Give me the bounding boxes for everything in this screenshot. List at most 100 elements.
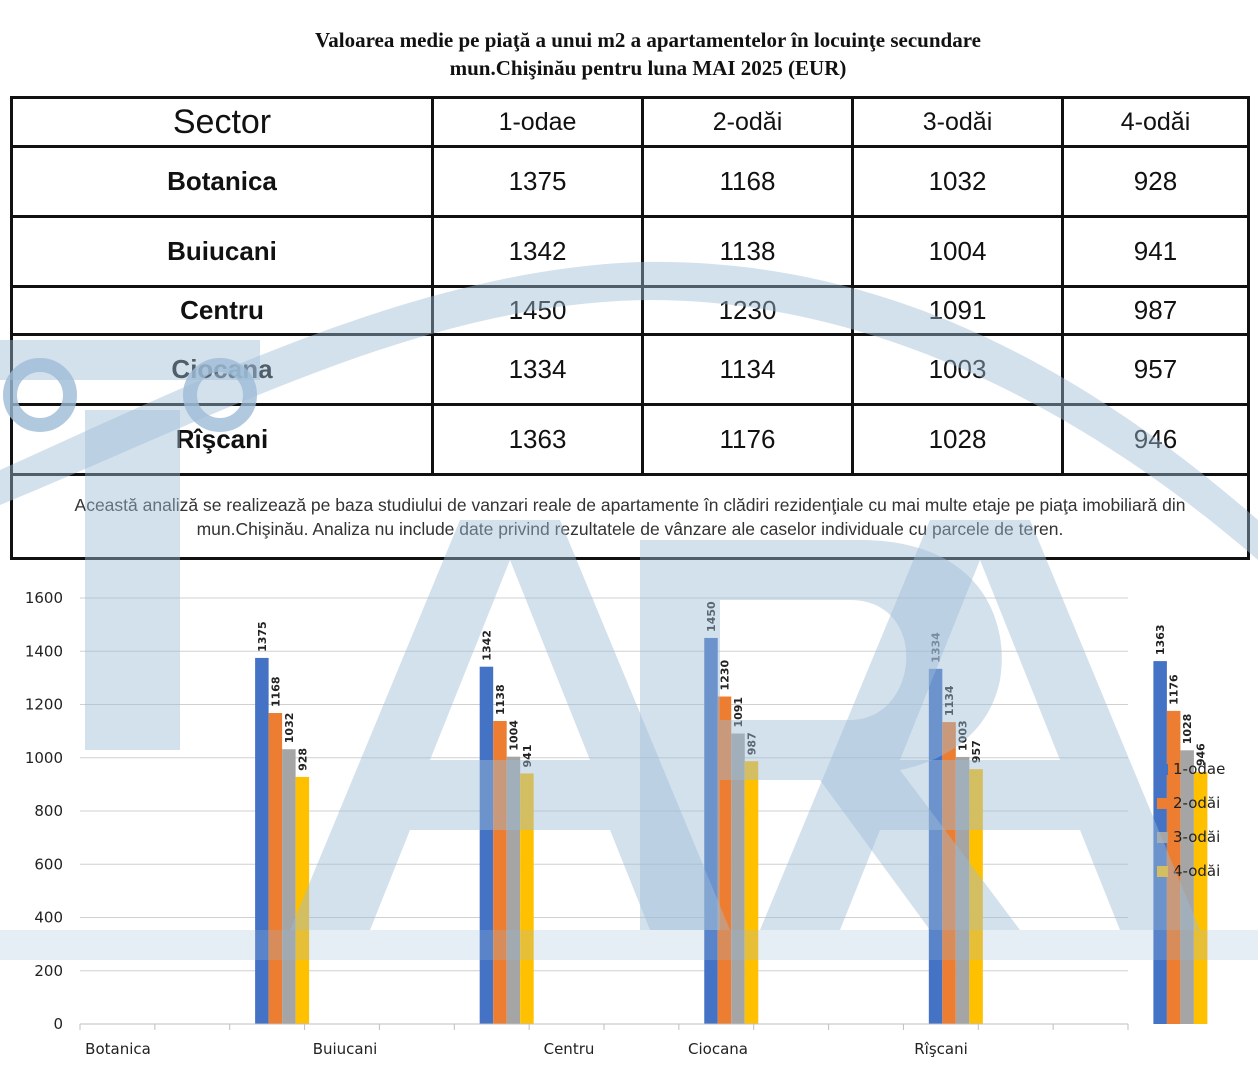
- table-row: Buiucani 1342 1138 1004 941: [10, 215, 1250, 288]
- legend: 1-odae 2-odăi 3-odăi 4-odăi: [1157, 760, 1225, 880]
- cell-value: 1176: [641, 403, 854, 476]
- data-label: 1138: [494, 684, 507, 715]
- data-label: 1176: [1168, 674, 1181, 705]
- data-label: 957: [970, 740, 983, 763]
- data-label: 941: [521, 744, 534, 767]
- analysis-note: Această analiză se realizează pe baza st…: [10, 473, 1250, 560]
- x-axis-ticks: Botanica Buiucani Centru Ciocana Rîşcani: [79, 1023, 1129, 1058]
- bars: [255, 637, 1208, 1024]
- header-2-rooms: 2-odăi: [641, 96, 854, 148]
- bar-2-odăi: [717, 696, 732, 1024]
- cell-value: 1342: [431, 215, 644, 288]
- cell-value: 1230: [641, 285, 854, 336]
- row-sector: Centru: [10, 285, 434, 336]
- bar-4-odăi: [744, 761, 759, 1024]
- data-label: 1230: [719, 660, 732, 691]
- cell-value: 928: [1061, 145, 1250, 218]
- y-tick-label: 1000: [25, 749, 63, 767]
- data-label: 1134: [943, 685, 956, 716]
- header-4-rooms: 4-odăi: [1061, 96, 1250, 148]
- data-label: 1091: [732, 697, 745, 728]
- bar-2-odăi: [268, 713, 283, 1024]
- bar-3-odăi: [955, 756, 970, 1024]
- data-label: 1334: [930, 632, 943, 663]
- x-tick-label: Botanica: [85, 1040, 151, 1058]
- y-tick-label: 1600: [25, 589, 63, 607]
- data-label: 1450: [705, 601, 718, 632]
- title-line-1: Valoarea medie pe piaţă a unui m2 a apar…: [315, 28, 981, 52]
- cell-value: 946: [1061, 403, 1250, 476]
- legend-label: 4-odăi: [1173, 862, 1220, 880]
- y-tick-label: 200: [34, 962, 63, 980]
- bar-chart: 0 200 400 600 800 1000 1200 1400 1600 1375 1342 14…: [0, 568, 1258, 1069]
- data-label: 946: [1195, 743, 1208, 766]
- data-label: 1004: [507, 720, 520, 751]
- y-tick-label: 400: [34, 909, 63, 927]
- data-label: 1028: [1181, 714, 1194, 745]
- data-label: 1032: [283, 713, 296, 744]
- page-title: Valoarea medie pe piaţă a unui m2 a apar…: [0, 26, 1258, 82]
- cell-value: 1334: [431, 333, 644, 406]
- cell-value: 1003: [851, 333, 1064, 406]
- x-tick-label: Rîşcani: [914, 1040, 968, 1058]
- y-axis-ticks: 0 200 400 600 800 1000 1200 1400 1600: [25, 589, 63, 1033]
- note-row: Această analiză se realizează pe baza st…: [10, 473, 1250, 560]
- price-table: Sector 1-odae 2-odăi 3-odăi 4-odăi Botan…: [10, 96, 1250, 560]
- row-sector: Botanica: [10, 145, 434, 218]
- bar-4-odăi: [520, 773, 534, 1024]
- data-label: 1363: [1154, 624, 1167, 655]
- row-sector: Ciocana: [10, 333, 434, 406]
- chart-svg: 0 200 400 600 800 1000 1200 1400 1600 1375 1342 14…: [25, 589, 1226, 1058]
- data-label: 1003: [957, 720, 970, 751]
- data-label: 928: [296, 748, 309, 771]
- bar-4-odăi: [1193, 772, 1208, 1024]
- legend-swatch: [1157, 764, 1168, 775]
- data-label: 1342: [480, 630, 493, 661]
- y-tick-label: 0: [53, 1015, 63, 1033]
- bar-3-odăi: [731, 733, 745, 1024]
- title-line-2: mun.Chişinău pentru luna MAI 2025 (EUR): [449, 56, 847, 80]
- bar-1-odae: [928, 668, 943, 1024]
- cell-value: 1032: [851, 145, 1064, 218]
- header-3-rooms: 3-odăi: [851, 96, 1064, 148]
- table-row: Rîşcani 1363 1176 1028 946: [10, 403, 1250, 476]
- y-tick-label: 800: [34, 802, 63, 820]
- cell-value: 1363: [431, 403, 644, 476]
- bar-3-odăi: [282, 749, 296, 1024]
- data-label: 1375: [256, 621, 269, 652]
- legend-swatch: [1157, 866, 1168, 877]
- header-1-room: 1-odae: [431, 96, 644, 148]
- cell-value: 957: [1061, 333, 1250, 406]
- legend-swatch: [1157, 798, 1168, 809]
- bar-2-odăi: [942, 722, 956, 1024]
- table-row: Ciocana 1334 1134 1003 957: [10, 333, 1250, 406]
- cell-value: 1028: [851, 403, 1064, 476]
- bar-1-odae: [479, 666, 494, 1024]
- cell-value: 1134: [641, 333, 854, 406]
- bar-1-odae: [704, 637, 718, 1024]
- data-labels: 1375 1342 1450 1334 1363 1168 1138 1230 1134 1176…: [256, 601, 1208, 771]
- cell-value: 1004: [851, 215, 1064, 288]
- row-sector: Rîşcani: [10, 403, 434, 476]
- row-sector: Buiucani: [10, 215, 434, 288]
- header-sector: Sector: [10, 96, 434, 148]
- table-row: Botanica 1375 1168 1032 928: [10, 145, 1250, 218]
- legend-label: 3-odăi: [1173, 828, 1220, 846]
- data-label: 1168: [269, 676, 282, 707]
- bar-2-odăi: [493, 721, 507, 1024]
- grid-lines: [80, 597, 1128, 1025]
- y-tick-label: 1200: [25, 696, 63, 714]
- bar-4-odăi: [969, 769, 983, 1024]
- x-tick-label: Ciocana: [688, 1040, 748, 1058]
- table-row: Centru 1450 1230 1091 987: [10, 285, 1250, 336]
- y-tick-label: 600: [34, 855, 63, 873]
- table-header-row: Sector 1-odae 2-odăi 3-odăi 4-odăi: [10, 96, 1250, 148]
- cell-value: 1091: [851, 285, 1064, 336]
- legend-label: 1-odae: [1173, 760, 1225, 778]
- data-label: 987: [746, 732, 759, 755]
- bar-4-odăi: [295, 776, 310, 1024]
- bar-2-odăi: [1166, 710, 1181, 1024]
- x-tick-label: Centru: [544, 1040, 595, 1058]
- cell-value: 1375: [431, 145, 644, 218]
- cell-value: 987: [1061, 285, 1250, 336]
